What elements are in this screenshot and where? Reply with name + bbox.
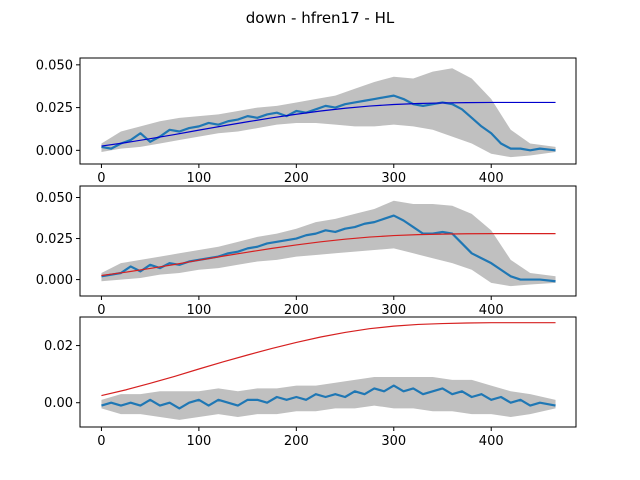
mean-line — [101, 384, 556, 410]
x-tick-label: 0 — [97, 434, 105, 449]
x-tick-label: 300 — [381, 303, 406, 318]
fit-curve — [101, 233, 556, 277]
x-tick-label: 100 — [186, 303, 211, 318]
y-tick-label: 0.025 — [36, 101, 73, 116]
subplot-2: 0 100 200 300 400 0.000 0.025 0.050 — [36, 185, 577, 318]
x-tick-label: 200 — [284, 434, 309, 449]
y-tick-label: 0.02 — [44, 339, 73, 354]
confidence-band — [101, 200, 556, 287]
x-tick-label: 200 — [284, 303, 309, 318]
y-tick-label: 0.000 — [36, 144, 73, 159]
y-tick-label: 0.025 — [36, 232, 73, 247]
x-tick-label: 300 — [381, 434, 406, 449]
y-tick-label: 0.050 — [36, 58, 73, 73]
x-tick-label: 0 — [97, 303, 105, 318]
fit-curve — [101, 322, 556, 397]
x-tick-label: 400 — [479, 434, 504, 449]
figure-title: down - hfren17 - HL — [246, 9, 395, 27]
subplot-3: 0 100 200 300 400 0.00 0.02 — [44, 316, 577, 449]
axes-frame — [79, 57, 577, 165]
plot-area — [101, 200, 556, 287]
x-tick-label: 400 — [479, 171, 504, 186]
fit-curve — [101, 101, 556, 147]
x-tick-label: 100 — [186, 434, 211, 449]
confidence-band — [101, 68, 556, 158]
y-tick-label: 0.000 — [36, 273, 73, 288]
x-tick-label: 0 — [97, 171, 105, 186]
plot-area — [101, 68, 556, 158]
subplot-1: 0 100 200 300 400 0.000 0.025 0.050 — [36, 57, 577, 186]
y-tick-label: 0.050 — [36, 191, 73, 206]
mean-line — [101, 94, 556, 152]
x-tick-label: 100 — [186, 171, 211, 186]
axes-frame — [79, 316, 577, 428]
x-tick-label: 200 — [284, 171, 309, 186]
plot-area — [101, 322, 556, 420]
y-tick-label: 0.00 — [44, 396, 73, 411]
x-tick-label: 400 — [479, 303, 504, 318]
x-tick-label: 300 — [381, 171, 406, 186]
axes-frame — [79, 185, 577, 297]
